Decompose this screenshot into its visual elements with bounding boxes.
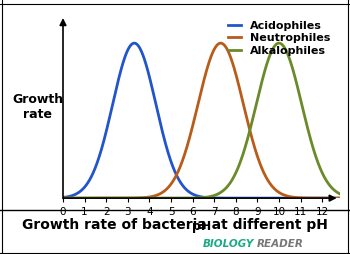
Acidophiles xyxy=(190,192,194,195)
Acidophiles xyxy=(294,197,298,200)
Neutrophiles xyxy=(294,196,298,199)
Alkalophiles xyxy=(289,61,293,64)
Legend: Acidophiles, Neutrophiles, Alkalophiles: Acidophiles, Neutrophiles, Alkalophiles xyxy=(225,17,334,60)
Alkalophiles xyxy=(61,197,65,200)
Acidophiles xyxy=(261,197,266,200)
Neutrophiles xyxy=(218,42,223,45)
Line: Alkalophiles: Alkalophiles xyxy=(63,43,350,198)
Y-axis label: Growth
rate: Growth rate xyxy=(13,93,64,121)
Alkalophiles xyxy=(261,75,265,78)
Text: BIOLOGY: BIOLOGY xyxy=(203,239,254,249)
Alkalophiles xyxy=(179,197,183,200)
Line: Neutrophiles: Neutrophiles xyxy=(63,43,350,198)
Acidophiles xyxy=(132,42,137,45)
Alkalophiles xyxy=(91,197,95,200)
Alkalophiles xyxy=(277,42,281,45)
Text: Growth rate of bacteria at different pH: Growth rate of bacteria at different pH xyxy=(22,218,328,232)
Neutrophiles xyxy=(179,163,183,166)
Acidophiles xyxy=(179,182,183,185)
Acidophiles xyxy=(91,172,95,175)
Neutrophiles xyxy=(261,171,266,174)
X-axis label: pH: pH xyxy=(192,220,211,233)
Neutrophiles xyxy=(91,197,95,200)
Line: Acidophiles: Acidophiles xyxy=(63,43,350,198)
Acidophiles xyxy=(289,197,293,200)
Neutrophiles xyxy=(189,129,194,132)
Acidophiles xyxy=(61,196,65,199)
Alkalophiles xyxy=(294,79,298,82)
Alkalophiles xyxy=(189,197,194,200)
Text: READER: READER xyxy=(257,239,304,249)
Neutrophiles xyxy=(289,195,293,198)
Neutrophiles xyxy=(61,197,65,200)
